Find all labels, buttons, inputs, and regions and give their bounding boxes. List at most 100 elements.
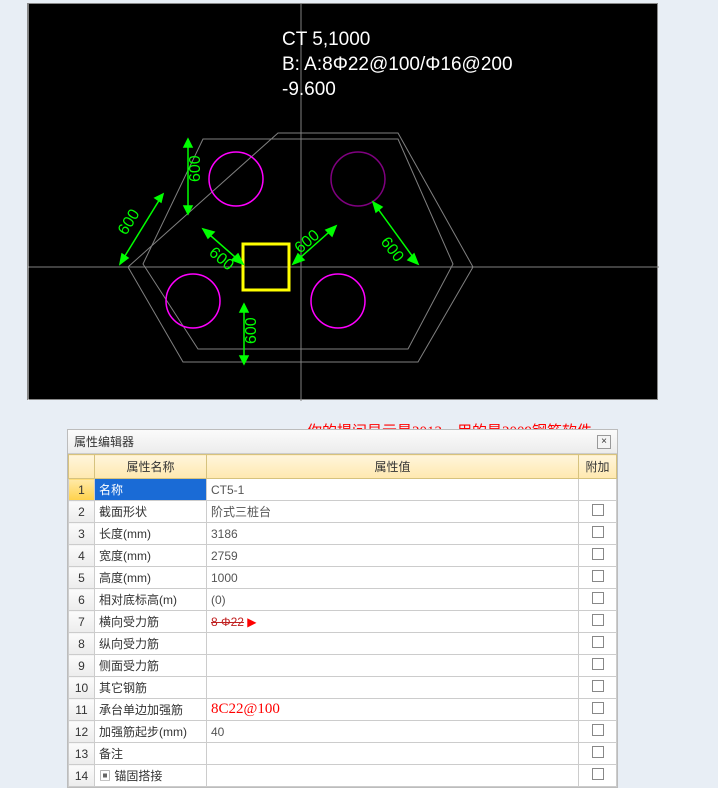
table-row[interactable]: 13备注 [69,743,617,765]
checkbox-icon[interactable] [592,746,604,758]
prop-extra-cell[interactable] [579,545,617,567]
svg-text:600: 600 [377,234,407,266]
cad-label-1: CT 5,1000 [282,29,370,51]
prop-name: 长度(mm) [99,527,151,541]
table-row[interactable]: 12加强筋起步(mm)40 [69,721,617,743]
prop-value-cell[interactable]: 8 Φ22 ▶ [207,611,579,633]
prop-value-cell[interactable] [207,655,579,677]
property-editor-panel: 属性编辑器 × 属性名称 属性值 附加 1名称CT5-12截面形状阶式三桩台3长… [67,429,618,788]
prop-name-cell[interactable]: 长度(mm) [95,523,207,545]
prop-name-cell[interactable]: 其它钢筋 [95,677,207,699]
table-row[interactable]: 4宽度(mm)2759 [69,545,617,567]
close-icon[interactable]: × [597,435,611,449]
checkbox-icon[interactable] [592,724,604,736]
prop-name-cell[interactable]: 侧面受力筋 [95,655,207,677]
row-number: 2 [69,501,95,523]
prop-extra-cell[interactable] [579,567,617,589]
prop-name: 备注 [99,747,123,761]
prop-extra-cell[interactable] [579,611,617,633]
prop-value-cell[interactable]: 2759 [207,545,579,567]
checkbox-icon[interactable] [592,702,604,714]
panel-title-text: 属性编辑器 [74,433,134,450]
svg-text:600: 600 [205,244,236,274]
prop-name-cell[interactable]: ▣ 锚固搭接 [95,765,207,787]
row-number: 14 [69,765,95,787]
prop-name-cell[interactable]: 纵向受力筋 [95,633,207,655]
cad-viewport: 600 600 600 600 600 600 CT 5,1000 B: A:8… [27,3,658,400]
table-row[interactable]: 5 高度(mm) 1000 [69,567,617,589]
row-number: 10 [69,677,95,699]
table-row[interactable]: 10其它钢筋 [69,677,617,699]
prop-name-cell[interactable]: 宽度(mm) [95,545,207,567]
prop-name: 侧面受力筋 [99,659,159,673]
prop-value-cell[interactable] [207,633,579,655]
table-row[interactable]: 7横向受力筋8 Φ22 ▶ [69,611,617,633]
table-row[interactable]: 11 承台单边加强筋 8C22@100 [69,699,617,721]
prop-extra-cell[interactable] [579,589,617,611]
prop-value-cell[interactable] [207,743,579,765]
prop-name-cell[interactable]: 横向受力筋 [95,611,207,633]
svg-text:600: 600 [187,155,204,182]
row-number: 5 [69,567,95,589]
prop-value-cell[interactable]: (0) [207,589,579,611]
row-number: 12 [69,721,95,743]
prop-name-cell[interactable]: 截面形状 [95,501,207,523]
prop-name: 相对底标高(m) [99,593,177,607]
checkbox-icon[interactable] [592,548,604,560]
prop-extra-cell[interactable] [579,765,617,787]
prop-name-cell[interactable]: 高度(mm) [95,567,207,589]
table-row[interactable]: 9侧面受力筋 [69,655,617,677]
prop-extra-cell[interactable] [579,523,617,545]
cad-label-3: -9.600 [282,79,336,101]
prop-name-cell[interactable]: 承台单边加强筋 [95,699,207,721]
checkbox-icon[interactable] [592,614,604,626]
prop-name: 宽度(mm) [99,549,151,563]
prop-extra-cell[interactable] [579,677,617,699]
svg-text:600: 600 [292,227,323,257]
checkbox-icon[interactable] [592,526,604,538]
prop-name-cell[interactable]: 备注 [95,743,207,765]
prop-name-cell[interactable]: 加强筋起步(mm) [95,721,207,743]
prop-extra-cell[interactable] [579,743,617,765]
prop-value-cell[interactable]: CT5-1 [207,479,579,501]
col-extra: 附加 [579,455,617,479]
table-row[interactable]: 2 截面形状 阶式三桩台 [69,501,617,523]
prop-extra-cell[interactable] [579,699,617,721]
prop-extra-cell[interactable] [579,479,617,501]
prop-extra-cell[interactable] [579,721,617,743]
svg-text:600: 600 [243,317,260,344]
prop-name: 截面形状 [99,505,147,519]
prop-value-cell[interactable]: 8C22@100 [207,699,579,721]
property-table: 属性名称 属性值 附加 1名称CT5-12截面形状阶式三桩台3长度(mm)318… [68,454,617,787]
prop-extra-cell[interactable] [579,501,617,523]
table-row[interactable]: 8纵向受力筋 [69,633,617,655]
checkbox-icon[interactable] [592,570,604,582]
prop-name-cell[interactable]: 相对底标高(m) [95,589,207,611]
prop-value-cell[interactable] [207,765,579,787]
checkbox-icon[interactable] [592,592,604,604]
checkbox-icon[interactable] [592,680,604,692]
prop-value-cell[interactable]: 阶式三桩台 [207,501,579,523]
prop-name: 承台单边加强筋 [99,703,183,717]
checkbox-icon[interactable] [592,658,604,670]
prop-name-cell[interactable]: 名称 [95,479,207,501]
checkbox-icon[interactable] [592,768,604,780]
prop-extra-cell[interactable] [579,633,617,655]
row-number: 7 [69,611,95,633]
prop-extra-cell[interactable] [579,655,617,677]
cad-label-2: B: A:8Φ22@100/Φ16@200 [282,54,513,76]
col-rownum [69,455,95,479]
row-number: 11 [69,699,95,721]
prop-value-cell[interactable]: 1000 [207,567,579,589]
table-row[interactable]: 6相对底标高(m)(0) [69,589,617,611]
prop-value-cell[interactable]: 40 [207,721,579,743]
prop-name: 高度(mm) [99,571,151,585]
table-row[interactable]: 1名称CT5-1 [69,479,617,501]
table-row[interactable]: 3长度(mm)3186 [69,523,617,545]
prop-value-cell[interactable]: 3186 [207,523,579,545]
table-row[interactable]: 14▣ 锚固搭接 [69,765,617,787]
expand-icon[interactable]: ▣ [99,769,114,783]
checkbox-icon[interactable] [592,504,604,516]
prop-value-cell[interactable] [207,677,579,699]
checkbox-icon[interactable] [592,636,604,648]
